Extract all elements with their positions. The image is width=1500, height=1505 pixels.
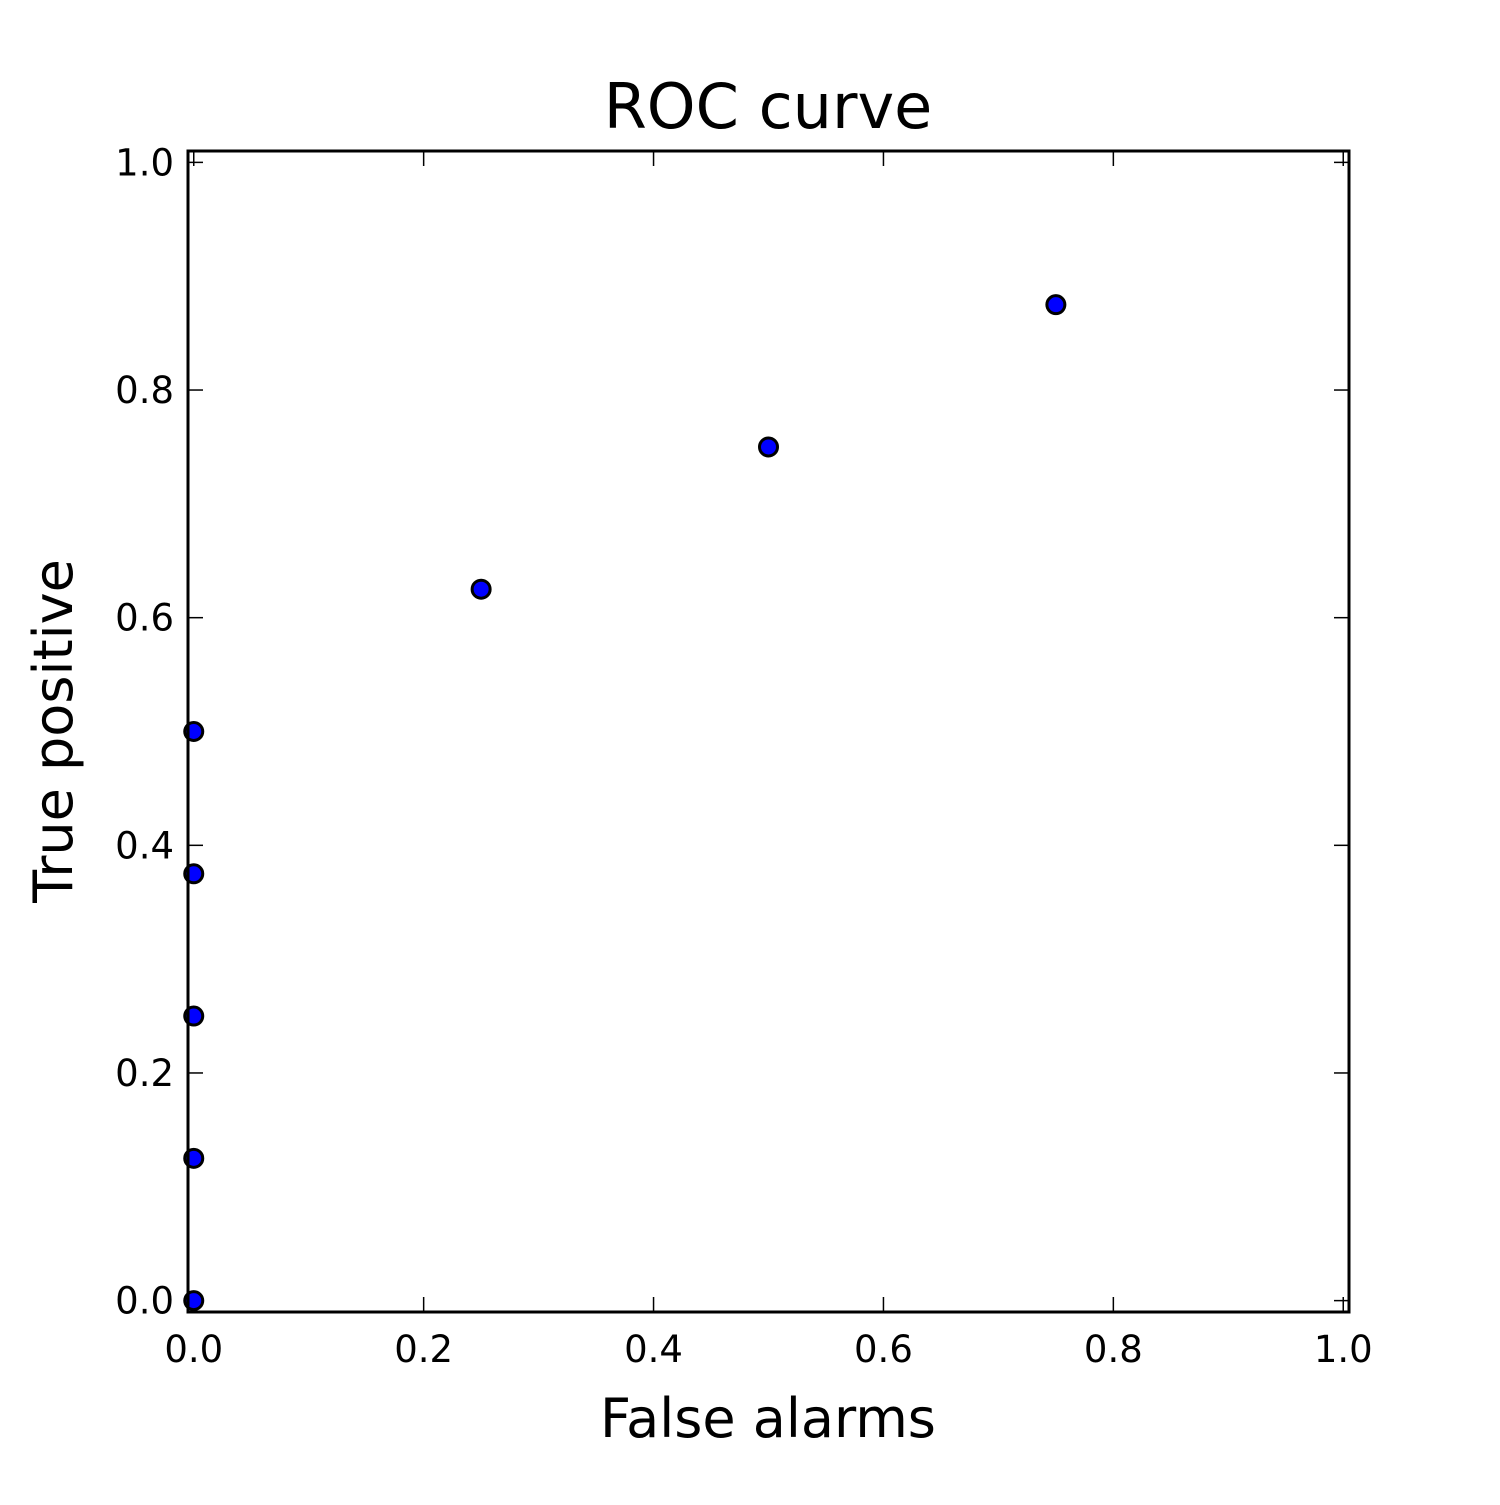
x-tick-label: 0.2 [394,1328,453,1371]
points-layer [183,294,1067,1312]
x-axis-label: False alarms [600,1387,936,1450]
chart-title: ROC curve [604,70,933,143]
x-tick-label: 1.0 [1314,1328,1373,1371]
y-tick-label: 0.8 [115,369,174,412]
y-tick-label: 0.0 [115,1280,174,1323]
x-tick-label: 0.0 [164,1328,223,1371]
y-tick-label: 1.0 [115,141,174,184]
x-tick-label: 0.4 [624,1328,683,1371]
y-tick-label: 0.6 [115,597,174,640]
plot-frame [186,149,1351,1314]
data-point [758,436,779,458]
x-tick-label: 0.6 [854,1328,913,1371]
ticks-layer: 0.0 0.2 0.4 0.6 0.8 1.0 0.0 0.2 0.4 0.6 0.8 1.0 [115,141,1373,1371]
y-tick-label: 0.2 [115,1052,174,1095]
data-point [1045,294,1067,316]
data-point [470,578,492,600]
y-tick-label: 0.4 [115,824,174,867]
x-tick-label: 0.8 [1084,1328,1143,1371]
y-axis-label: True positive [22,559,85,904]
